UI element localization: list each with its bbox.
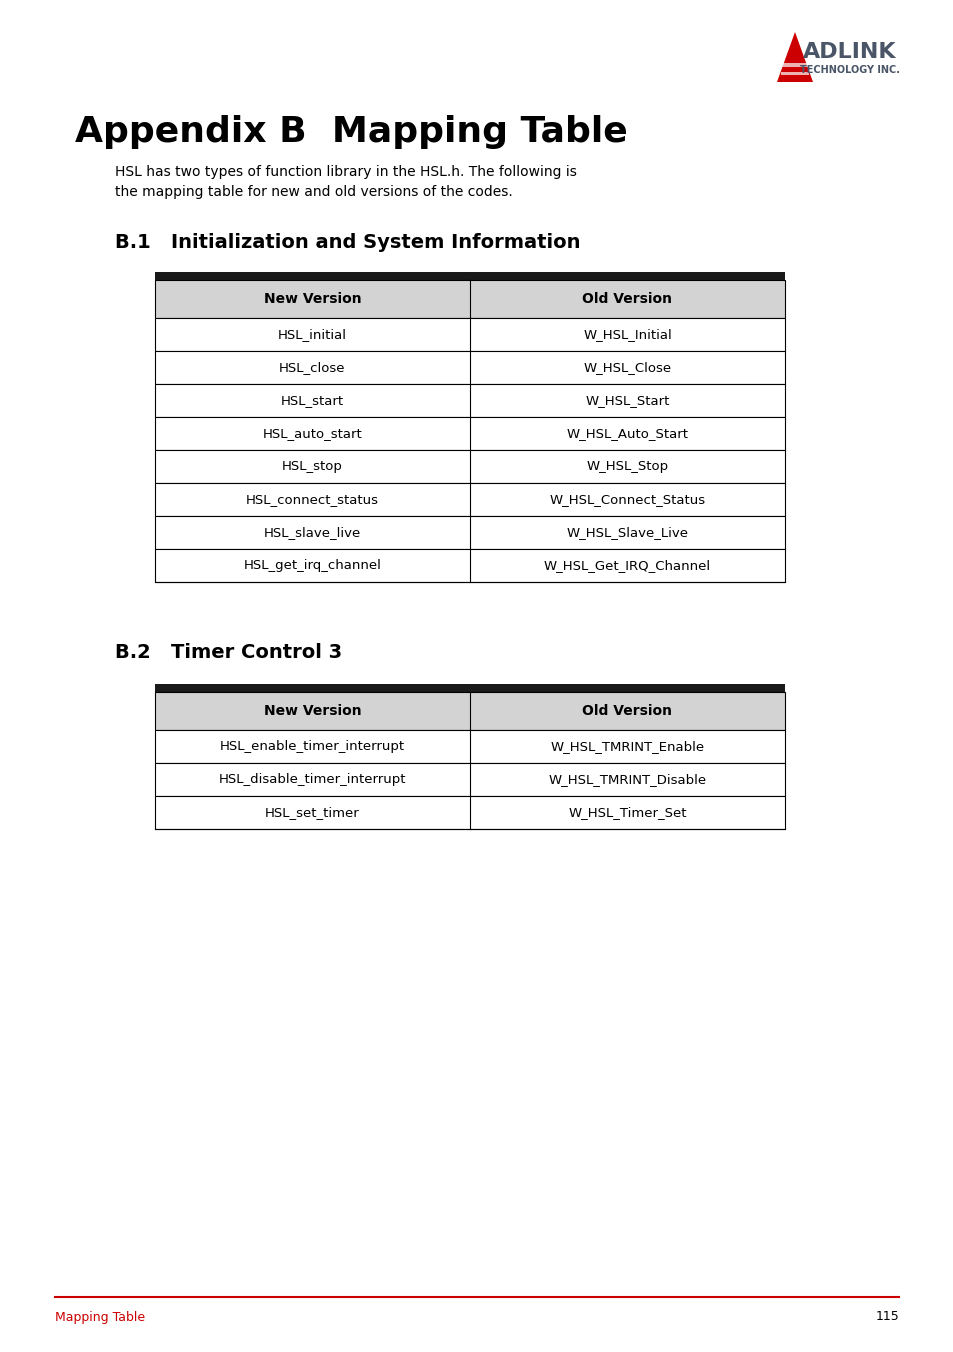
Text: HSL_initial: HSL_initial <box>277 329 347 341</box>
Bar <box>154 692 784 730</box>
Text: New Version: New Version <box>263 292 361 306</box>
Bar <box>154 450 784 483</box>
Text: HSL_disable_timer_interrupt: HSL_disable_timer_interrupt <box>218 773 406 786</box>
Text: 115: 115 <box>874 1310 898 1324</box>
Bar <box>154 352 784 384</box>
Text: W_HSL_Slave_Live: W_HSL_Slave_Live <box>566 526 688 539</box>
Bar <box>781 64 808 68</box>
Text: W_HSL_TMRINT_Enable: W_HSL_TMRINT_Enable <box>550 740 704 753</box>
Bar <box>154 384 784 416</box>
Bar <box>154 416 784 450</box>
Text: W_HSL_Auto_Start: W_HSL_Auto_Start <box>566 427 688 439</box>
Text: HSL_auto_start: HSL_auto_start <box>262 427 362 439</box>
Text: W_HSL_Connect_Status: W_HSL_Connect_Status <box>549 493 705 506</box>
Bar <box>154 280 784 318</box>
Text: W_HSL_Close: W_HSL_Close <box>583 361 671 375</box>
Text: Old Version: Old Version <box>582 704 672 718</box>
Text: Mapping Table: Mapping Table <box>55 1310 145 1324</box>
Bar <box>154 763 784 796</box>
Text: W_HSL_Stop: W_HSL_Stop <box>586 460 668 473</box>
Text: New Version: New Version <box>263 704 361 718</box>
Bar <box>781 72 808 74</box>
Text: TECHNOLOGY INC.: TECHNOLOGY INC. <box>800 65 899 74</box>
Text: ADLINK: ADLINK <box>802 42 896 62</box>
Text: HSL has two types of function library in the HSL.h. The following is
the mapping: HSL has two types of function library in… <box>115 165 577 199</box>
Text: B.2   Timer Control 3: B.2 Timer Control 3 <box>115 642 342 661</box>
Text: W_HSL_Start: W_HSL_Start <box>585 393 669 407</box>
Text: HSL_start: HSL_start <box>280 393 344 407</box>
Text: HSL_stop: HSL_stop <box>282 460 342 473</box>
Text: HSL_enable_timer_interrupt: HSL_enable_timer_interrupt <box>220 740 405 753</box>
Text: HSL_close: HSL_close <box>279 361 345 375</box>
Text: HSL_connect_status: HSL_connect_status <box>246 493 378 506</box>
Text: B.1   Initialization and System Information: B.1 Initialization and System Informatio… <box>115 233 579 251</box>
Bar <box>154 730 784 763</box>
Polygon shape <box>776 32 812 82</box>
Text: W_HSL_TMRINT_Disable: W_HSL_TMRINT_Disable <box>548 773 706 786</box>
Bar <box>154 483 784 516</box>
Bar <box>154 516 784 549</box>
Text: Old Version: Old Version <box>582 292 672 306</box>
Bar <box>154 318 784 352</box>
Text: HSL_set_timer: HSL_set_timer <box>265 806 359 819</box>
Text: W_HSL_Get_IRQ_Channel: W_HSL_Get_IRQ_Channel <box>543 558 710 572</box>
Text: HSL_get_irq_channel: HSL_get_irq_channel <box>243 558 381 572</box>
Bar <box>154 684 784 692</box>
Text: Appendix B  Mapping Table: Appendix B Mapping Table <box>75 115 627 149</box>
Text: W_HSL_Timer_Set: W_HSL_Timer_Set <box>568 806 686 819</box>
Bar <box>154 272 784 280</box>
Bar <box>154 549 784 581</box>
Text: HSL_slave_live: HSL_slave_live <box>264 526 361 539</box>
Bar <box>154 796 784 829</box>
Text: W_HSL_Initial: W_HSL_Initial <box>582 329 671 341</box>
